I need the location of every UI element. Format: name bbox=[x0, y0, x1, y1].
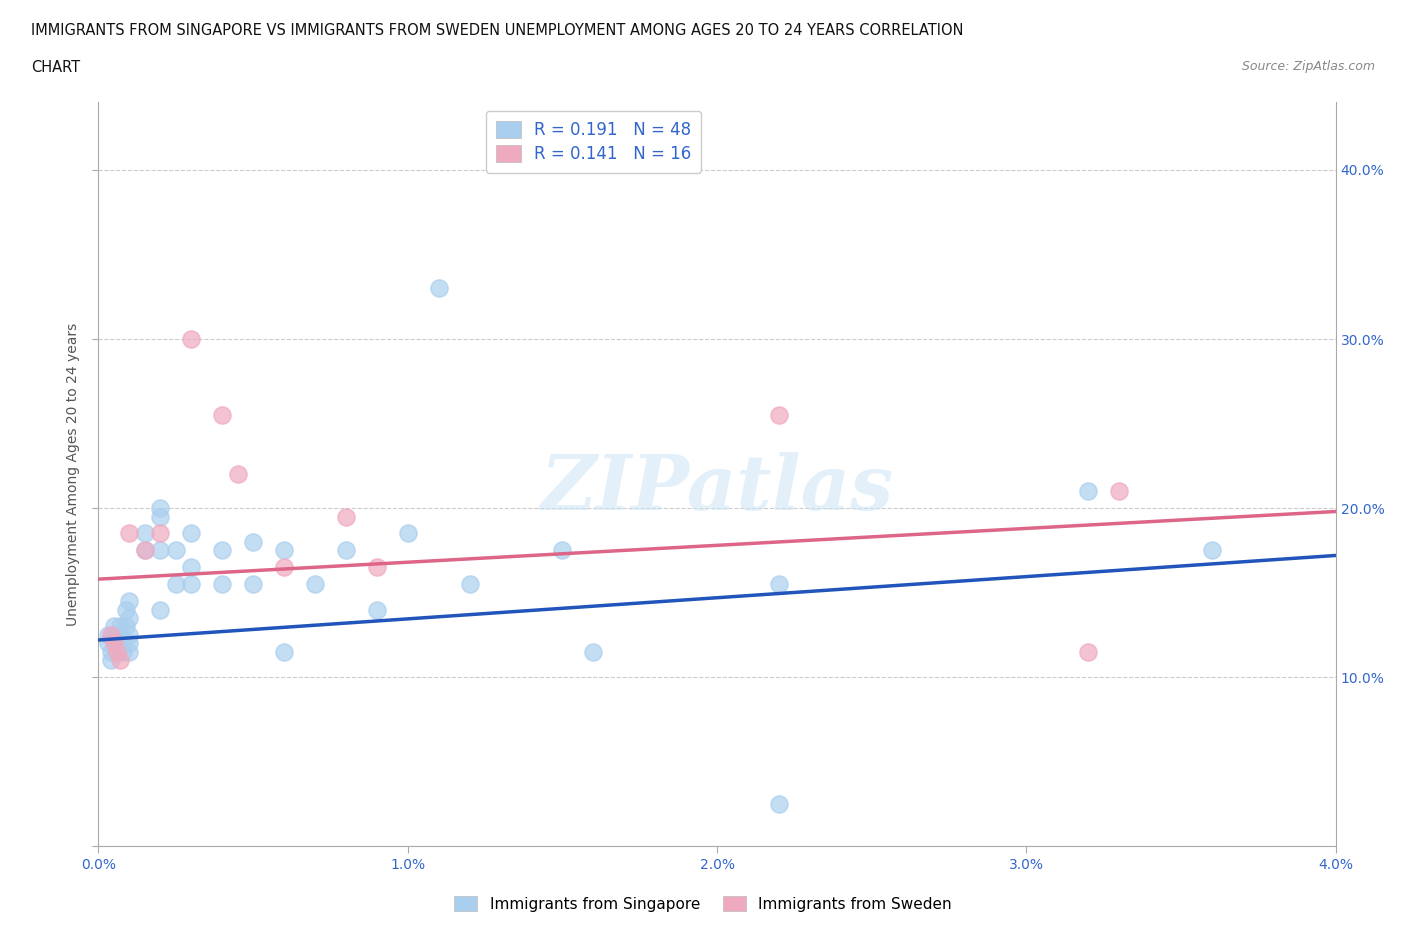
Point bbox=[211, 543, 233, 558]
Legend: Immigrants from Singapore, Immigrants from Sweden: Immigrants from Singapore, Immigrants fr… bbox=[449, 889, 957, 918]
Point bbox=[105, 644, 128, 659]
Point bbox=[134, 526, 156, 541]
Y-axis label: Unemployment Among Ages 20 to 24 years: Unemployment Among Ages 20 to 24 years bbox=[66, 323, 80, 626]
Point bbox=[118, 636, 141, 651]
Point bbox=[118, 644, 141, 659]
Point bbox=[180, 560, 202, 575]
Point bbox=[97, 636, 120, 651]
Point bbox=[118, 628, 141, 643]
Point bbox=[118, 593, 141, 608]
Point bbox=[108, 628, 131, 643]
Point bbox=[211, 407, 233, 422]
Point bbox=[149, 500, 172, 515]
Point bbox=[396, 526, 419, 541]
Point bbox=[134, 543, 156, 558]
Point bbox=[366, 602, 388, 617]
Point bbox=[112, 636, 135, 651]
Point bbox=[768, 407, 790, 422]
Point bbox=[180, 577, 202, 591]
Point bbox=[273, 560, 295, 575]
Point bbox=[180, 526, 202, 541]
Point bbox=[165, 543, 187, 558]
Point bbox=[211, 577, 233, 591]
Point bbox=[118, 526, 141, 541]
Text: IMMIGRANTS FROM SINGAPORE VS IMMIGRANTS FROM SWEDEN UNEMPLOYMENT AMONG AGES 20 T: IMMIGRANTS FROM SINGAPORE VS IMMIGRANTS … bbox=[31, 23, 963, 38]
Point bbox=[105, 636, 128, 651]
Point bbox=[242, 535, 264, 550]
Legend: R = 0.191   N = 48, R = 0.141   N = 16: R = 0.191 N = 48, R = 0.141 N = 16 bbox=[485, 111, 702, 173]
Point bbox=[1077, 484, 1099, 498]
Point bbox=[366, 560, 388, 575]
Point bbox=[103, 619, 125, 634]
Point bbox=[165, 577, 187, 591]
Point bbox=[768, 577, 790, 591]
Point bbox=[149, 526, 172, 541]
Point bbox=[1077, 644, 1099, 659]
Point bbox=[100, 644, 122, 659]
Point bbox=[226, 467, 249, 482]
Point bbox=[112, 644, 135, 659]
Point bbox=[304, 577, 326, 591]
Point bbox=[335, 509, 357, 524]
Point bbox=[134, 543, 156, 558]
Point bbox=[582, 644, 605, 659]
Point bbox=[108, 619, 131, 634]
Point bbox=[115, 602, 138, 617]
Point bbox=[551, 543, 574, 558]
Point bbox=[1108, 484, 1130, 498]
Point bbox=[100, 653, 122, 668]
Text: ZIPatlas: ZIPatlas bbox=[540, 452, 894, 526]
Point bbox=[97, 628, 120, 643]
Point bbox=[427, 281, 450, 296]
Text: CHART: CHART bbox=[31, 60, 80, 75]
Point bbox=[149, 543, 172, 558]
Point bbox=[273, 543, 295, 558]
Point bbox=[273, 644, 295, 659]
Point bbox=[768, 797, 790, 812]
Point bbox=[118, 611, 141, 626]
Point bbox=[108, 653, 131, 668]
Point bbox=[103, 636, 125, 651]
Point bbox=[115, 619, 138, 634]
Point bbox=[1201, 543, 1223, 558]
Point bbox=[180, 332, 202, 347]
Text: Source: ZipAtlas.com: Source: ZipAtlas.com bbox=[1241, 60, 1375, 73]
Point bbox=[458, 577, 481, 591]
Point bbox=[149, 602, 172, 617]
Point bbox=[242, 577, 264, 591]
Point bbox=[335, 543, 357, 558]
Point bbox=[103, 628, 125, 643]
Point bbox=[149, 509, 172, 524]
Point bbox=[100, 628, 122, 643]
Point bbox=[105, 644, 128, 659]
